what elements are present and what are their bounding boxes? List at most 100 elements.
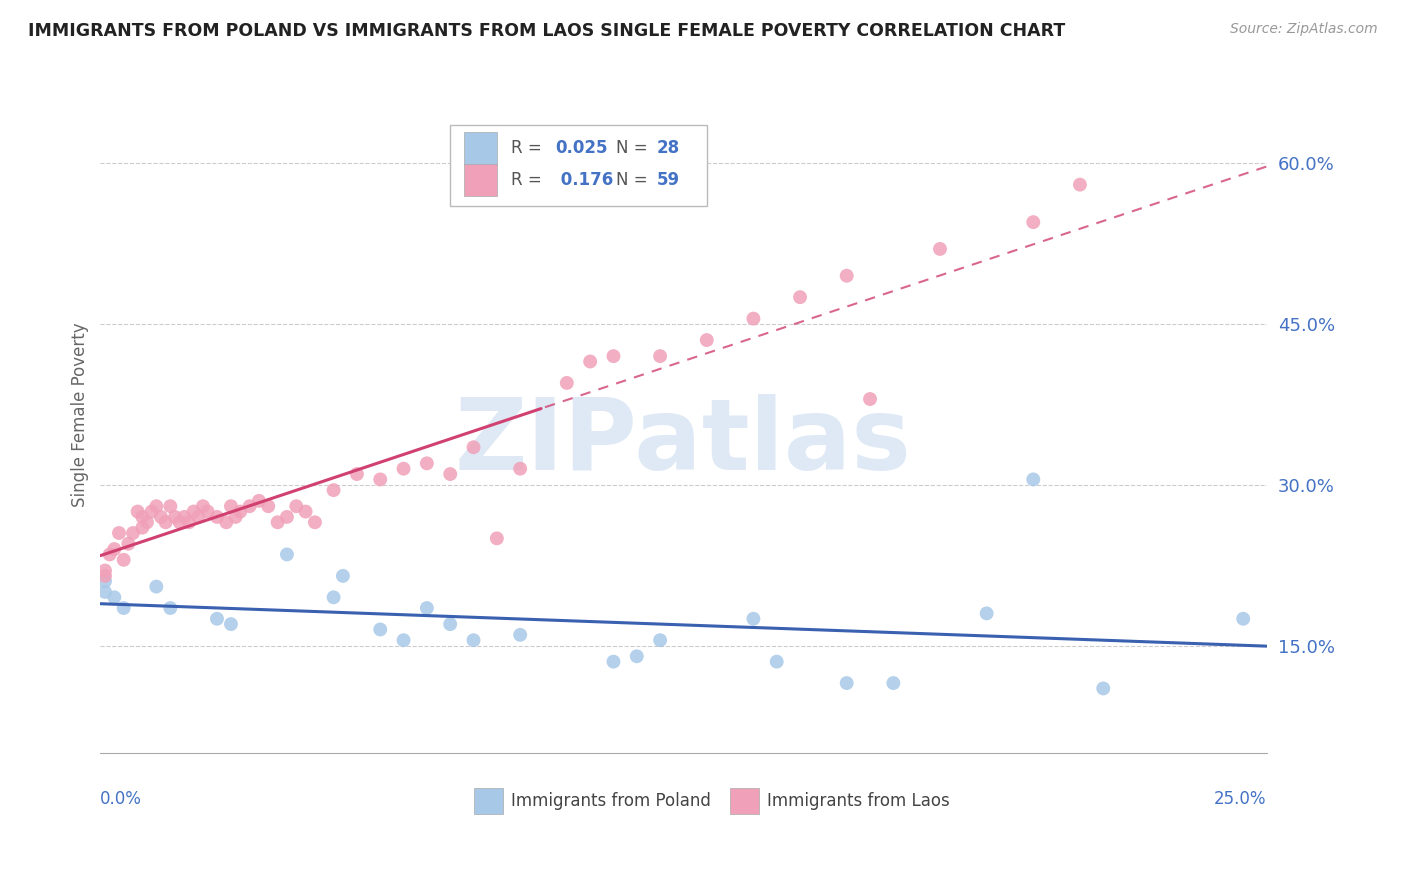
Point: [555, 376, 578, 390]
Point: [187, 510, 209, 524]
Point: [742, 311, 765, 326]
Point: [626, 649, 648, 664]
Point: [197, 505, 219, 519]
Text: 0.176: 0.176: [555, 171, 613, 189]
Point: [322, 591, 344, 605]
Point: [416, 601, 439, 615]
Point: [177, 516, 200, 530]
Point: [205, 612, 228, 626]
Point: [509, 461, 531, 475]
Point: [416, 456, 439, 470]
Point: [835, 676, 858, 690]
Point: [439, 617, 461, 632]
Point: [155, 516, 177, 530]
Point: [191, 499, 214, 513]
Point: [1069, 178, 1091, 192]
Text: 0.0%: 0.0%: [100, 790, 142, 808]
Point: [368, 472, 391, 486]
Point: [789, 290, 811, 304]
Point: [439, 467, 461, 481]
Point: [163, 510, 186, 524]
Point: [835, 268, 858, 283]
Point: [94, 564, 117, 578]
Point: [276, 510, 298, 524]
Point: [485, 532, 508, 546]
Point: [1022, 472, 1045, 486]
Point: [94, 585, 117, 599]
Y-axis label: Single Female Poverty: Single Female Poverty: [72, 323, 89, 508]
Point: [1092, 681, 1115, 696]
Point: [304, 516, 326, 530]
Bar: [464, 132, 496, 164]
Text: R =: R =: [510, 139, 547, 157]
Point: [150, 510, 173, 524]
Point: [141, 505, 163, 519]
Point: [648, 633, 671, 648]
Point: [1232, 612, 1254, 626]
Point: [169, 516, 191, 530]
Point: [112, 601, 135, 615]
Text: ZIPatlas: ZIPatlas: [456, 393, 912, 491]
Point: [257, 499, 280, 513]
Text: 25.0%: 25.0%: [1213, 790, 1267, 808]
Point: [648, 349, 671, 363]
Point: [159, 601, 181, 615]
Point: [509, 628, 531, 642]
Point: [219, 617, 242, 632]
Text: N =: N =: [616, 171, 652, 189]
Bar: [730, 788, 759, 814]
Point: [98, 548, 121, 562]
Point: [976, 607, 998, 621]
Point: [1022, 215, 1045, 229]
Point: [285, 499, 308, 513]
Text: 0.025: 0.025: [555, 139, 607, 157]
Point: [247, 493, 270, 508]
Text: R =: R =: [510, 171, 547, 189]
Point: [103, 591, 125, 605]
Point: [112, 553, 135, 567]
Point: [392, 461, 415, 475]
Point: [602, 655, 624, 669]
Point: [859, 392, 882, 406]
Point: [94, 569, 117, 583]
Point: [117, 537, 139, 551]
Point: [122, 526, 145, 541]
Point: [266, 516, 288, 530]
Point: [392, 633, 415, 648]
Point: [108, 526, 131, 541]
Point: [145, 580, 167, 594]
Text: IMMIGRANTS FROM POLAND VS IMMIGRANTS FROM LAOS SINGLE FEMALE POVERTY CORRELATION: IMMIGRANTS FROM POLAND VS IMMIGRANTS FRO…: [28, 22, 1066, 40]
Point: [239, 499, 262, 513]
Point: [127, 505, 149, 519]
Point: [131, 521, 153, 535]
Point: [368, 623, 391, 637]
Text: 59: 59: [657, 171, 679, 189]
Point: [173, 510, 195, 524]
FancyBboxPatch shape: [450, 125, 707, 206]
Point: [696, 333, 718, 347]
Text: 28: 28: [657, 139, 679, 157]
Point: [225, 510, 247, 524]
Point: [322, 483, 344, 497]
Point: [602, 349, 624, 363]
Bar: [464, 164, 496, 196]
Point: [294, 505, 316, 519]
Bar: [474, 788, 503, 814]
Point: [136, 516, 159, 530]
Text: Immigrants from Laos: Immigrants from Laos: [768, 792, 950, 810]
Point: [183, 505, 205, 519]
Point: [463, 633, 485, 648]
Text: Immigrants from Poland: Immigrants from Poland: [510, 792, 710, 810]
Point: [229, 505, 252, 519]
Point: [765, 655, 787, 669]
Point: [215, 516, 238, 530]
Point: [463, 440, 485, 454]
Point: [131, 510, 153, 524]
Point: [219, 499, 242, 513]
Point: [346, 467, 368, 481]
Point: [159, 499, 181, 513]
Point: [205, 510, 228, 524]
Text: N =: N =: [616, 139, 652, 157]
Point: [94, 574, 117, 589]
Point: [332, 569, 354, 583]
